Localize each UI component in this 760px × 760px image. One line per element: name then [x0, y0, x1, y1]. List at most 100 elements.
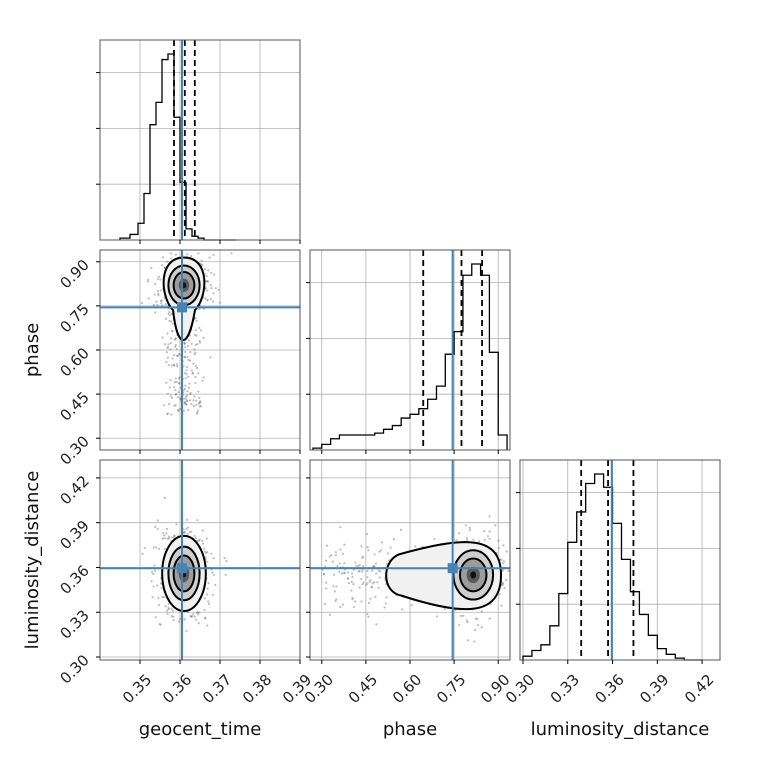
- y-tick-label-phase-0: 0.30: [56, 432, 92, 468]
- sample-point-phase-vs-geocent-time-268: [206, 289, 209, 292]
- sample-point-phase-vs-geocent-time-343: [194, 375, 197, 379]
- sample-point-phase-vs-geocent-time-73: [209, 298, 212, 301]
- density-phase-vs-geocent-time: [140, 244, 233, 416]
- sample-point-phase-vs-geocent-time-265: [183, 342, 186, 345]
- sample-point-luminosity-distance-vs-phase-273: [399, 528, 403, 531]
- sample-point-luminosity-distance-vs-phase-625: [369, 579, 372, 582]
- sample-point-phase-vs-geocent-time-635: [174, 389, 177, 392]
- sample-point-phase-vs-geocent-time-488: [184, 377, 187, 380]
- x-tick-label-luminosity-distance-0: 0.30: [502, 671, 538, 707]
- sample-point-phase-vs-geocent-time-128: [218, 301, 222, 304]
- sample-point-phase-vs-geocent-time-601: [159, 299, 162, 302]
- sample-point-luminosity-distance-vs-phase-114: [474, 617, 478, 620]
- x-tick-label-luminosity-distance-3: 0.39: [636, 671, 672, 707]
- sample-point-luminosity-distance-vs-phase-565: [324, 565, 327, 568]
- sample-point-luminosity-distance-vs-phase-633: [503, 587, 506, 590]
- sample-point-luminosity-distance-vs-geocent-time-504: [190, 530, 193, 533]
- sample-point-luminosity-distance-vs-phase-367: [354, 561, 357, 564]
- sample-point-luminosity-distance-vs-geocent-time-171: [157, 547, 161, 550]
- y-tick-label-phase-1: 0.45: [56, 388, 92, 424]
- sample-point-luminosity-distance-vs-phase-469: [334, 551, 337, 554]
- sample-point-phase-vs-geocent-time-551: [195, 367, 199, 370]
- sample-point-luminosity-distance-vs-phase-541: [338, 562, 341, 565]
- sample-point-luminosity-distance-vs-phase-203: [466, 639, 469, 642]
- sample-point-phase-vs-geocent-time-525: [194, 329, 198, 332]
- sample-point-luminosity-distance-vs-geocent-time-497: [203, 617, 207, 620]
- sample-point-phase-vs-geocent-time-418: [206, 279, 209, 283]
- sample-point-luminosity-distance-vs-phase-283: [361, 582, 364, 586]
- sample-point-phase-vs-geocent-time-173: [174, 404, 177, 407]
- sample-point-phase-vs-geocent-time-516: [156, 289, 160, 293]
- x-tick-label-geocent-time-1: 0.36: [159, 671, 195, 707]
- sample-point-phase-vs-geocent-time-458: [194, 343, 198, 347]
- sample-point-phase-vs-geocent-time-492: [184, 397, 187, 400]
- sample-point-luminosity-distance-vs-phase-230: [340, 572, 343, 575]
- sample-point-phase-vs-geocent-time-202: [204, 287, 207, 290]
- sample-point-phase-vs-geocent-time-144: [198, 402, 201, 405]
- sample-point-phase-vs-geocent-time-419: [177, 410, 180, 413]
- sample-point-luminosity-distance-vs-phase-477: [339, 548, 342, 551]
- sample-point-phase-vs-geocent-time-353: [199, 329, 203, 332]
- sample-point-phase-vs-geocent-time-434: [182, 397, 186, 400]
- sample-point-phase-vs-geocent-time-54: [183, 371, 187, 374]
- sample-point-phase-vs-geocent-time-485: [186, 244, 188, 246]
- sample-point-luminosity-distance-vs-phase-483: [488, 515, 491, 518]
- sample-point-luminosity-distance-vs-phase-561: [502, 544, 505, 547]
- sample-point-phase-vs-geocent-time-133: [206, 298, 209, 302]
- sample-point-luminosity-distance-vs-phase-350: [473, 640, 476, 643]
- sample-point-phase-vs-geocent-time-110: [170, 312, 173, 315]
- sample-point-luminosity-distance-vs-phase-262: [374, 595, 377, 599]
- sample-point-phase-vs-geocent-time-104: [212, 253, 215, 256]
- truth-marker-luminosity-distance-vs-geocent-time: [177, 563, 187, 574]
- sample-point-luminosity-distance-vs-geocent-time-181: [162, 531, 165, 535]
- sample-point-phase-vs-geocent-time-141: [187, 358, 190, 361]
- sample-point-phase-vs-geocent-time-557: [156, 304, 159, 307]
- sample-point-luminosity-distance-vs-phase-627: [380, 541, 383, 544]
- sample-point-phase-vs-geocent-time-26: [165, 412, 169, 416]
- sample-point-luminosity-distance-vs-phase-45: [379, 549, 383, 552]
- sample-point-luminosity-distance-vs-geocent-time-394: [182, 531, 185, 535]
- sample-point-luminosity-distance-vs-phase-582: [339, 526, 342, 529]
- sample-point-luminosity-distance-vs-phase-619: [501, 583, 504, 586]
- y-axis-label-luminosity-distance: luminosity_distance: [22, 471, 43, 650]
- sample-point-phase-vs-geocent-time-383: [195, 403, 198, 406]
- sample-point-phase-vs-geocent-time-440: [185, 373, 188, 376]
- sample-point-luminosity-distance-vs-phase-510: [328, 613, 332, 616]
- sample-point-luminosity-distance-vs-phase-501: [414, 545, 417, 548]
- sample-point-phase-vs-geocent-time-402: [167, 312, 170, 315]
- sample-point-luminosity-distance-vs-geocent-time-405: [206, 593, 209, 596]
- sample-point-luminosity-distance-vs-phase-603: [336, 564, 339, 568]
- sample-point-luminosity-distance-vs-geocent-time-592: [197, 622, 200, 625]
- sample-point-luminosity-distance-vs-phase-279: [343, 562, 346, 565]
- sample-point-phase-vs-geocent-time-242: [156, 277, 160, 280]
- sample-point-phase-vs-geocent-time-267: [186, 408, 190, 412]
- sample-point-luminosity-distance-vs-geocent-time-8: [189, 615, 192, 618]
- sample-point-luminosity-distance-vs-phase-307: [458, 623, 461, 627]
- sample-point-phase-vs-geocent-time-633: [173, 386, 176, 389]
- sample-point-phase-vs-geocent-time-564: [217, 288, 220, 291]
- sample-point-phase-vs-geocent-time-78: [198, 401, 201, 404]
- sample-point-phase-vs-geocent-time-597: [176, 354, 179, 358]
- sample-point-luminosity-distance-vs-phase-607: [355, 564, 358, 567]
- sample-point-luminosity-distance-vs-phase-557: [501, 569, 504, 572]
- sample-point-phase-vs-geocent-time-649: [204, 297, 207, 300]
- panel-frame-luminosity-distance: [519, 459, 721, 661]
- sample-point-phase-vs-geocent-time-559: [166, 332, 169, 335]
- sample-point-luminosity-distance-vs-phase-14: [332, 573, 336, 576]
- sample-point-luminosity-distance-vs-geocent-time-282: [189, 615, 193, 618]
- sample-point-luminosity-distance-vs-geocent-time-213: [161, 537, 164, 540]
- y-tick-label-luminosity-distance-2: 0.36: [56, 562, 92, 598]
- sample-point-phase-vs-geocent-time-636: [175, 363, 179, 366]
- sample-point-luminosity-distance-vs-geocent-time-133: [175, 523, 178, 526]
- sample-point-luminosity-distance-vs-phase-621: [342, 571, 345, 575]
- sample-point-phase-vs-geocent-time-119: [209, 284, 212, 287]
- sample-point-luminosity-distance-vs-geocent-time-425: [150, 580, 153, 583]
- sample-point-phase-vs-geocent-time-293: [205, 275, 208, 278]
- sample-point-phase-vs-geocent-time-582: [185, 399, 189, 402]
- sample-point-luminosity-distance-vs-geocent-time-456: [163, 547, 166, 551]
- sample-point-phase-vs-geocent-time-306: [196, 411, 199, 414]
- sample-point-phase-vs-geocent-time-593: [183, 387, 186, 391]
- sample-point-luminosity-distance-vs-geocent-time-39: [166, 612, 169, 616]
- sample-point-luminosity-distance-vs-phase-266: [323, 602, 326, 605]
- sample-point-luminosity-distance-vs-phase-578: [346, 577, 349, 580]
